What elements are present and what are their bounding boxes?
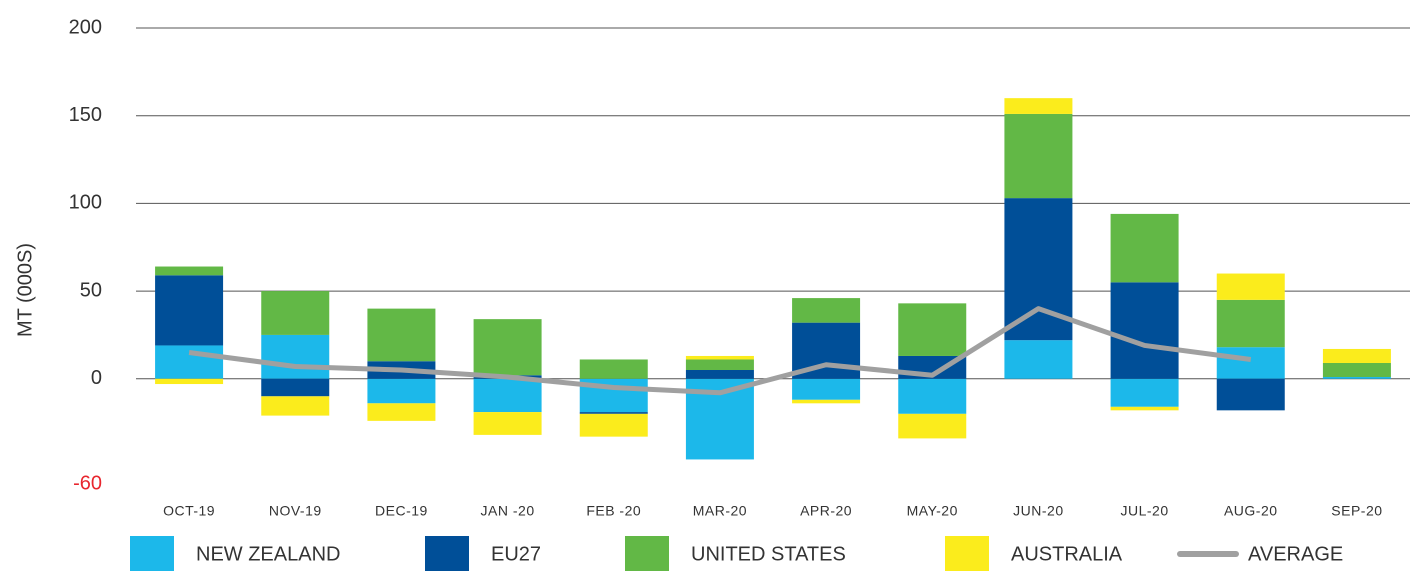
bar-segment <box>1110 282 1179 379</box>
bar-segment <box>1322 377 1391 379</box>
legend-label: UNITED STATES <box>691 543 846 565</box>
y-tick-label: 0 <box>91 367 102 389</box>
x-tick-label: AUG-20 <box>1224 503 1278 519</box>
bar-segment <box>685 359 754 370</box>
y-tick-label: 150 <box>69 104 102 126</box>
bar-segment <box>155 266 224 276</box>
x-tick-label: FEB -20 <box>586 503 641 519</box>
x-tick-label: SEP-20 <box>1331 503 1382 519</box>
bar-segment <box>473 319 542 376</box>
bar-segment <box>1004 340 1073 379</box>
legend-swatch <box>945 536 989 571</box>
bar-segment <box>1216 273 1285 300</box>
bar-segment <box>367 308 436 362</box>
y-tick-label: 100 <box>69 192 102 214</box>
bar-segment <box>1110 406 1179 411</box>
bar-segment <box>792 298 861 323</box>
y-tick-label: 200 <box>69 16 102 38</box>
legend-label: NEW ZEALAND <box>196 543 340 565</box>
legend-swatch <box>625 536 669 571</box>
bar-segment <box>1004 113 1073 199</box>
bar-segment <box>1322 362 1391 378</box>
bar-segment <box>792 378 861 400</box>
bar-segment <box>261 396 330 416</box>
bar-segment <box>898 413 967 439</box>
y-axis-label: MT (000S) <box>14 243 36 337</box>
x-tick-label: MAY-20 <box>907 503 958 519</box>
y-tick-label: -60 <box>73 472 102 494</box>
x-tick-label: MAR-20 <box>693 503 747 519</box>
bar-segment <box>1216 299 1285 348</box>
legend-swatch <box>130 536 174 571</box>
y-tick-label: 50 <box>80 279 102 301</box>
bar-segment <box>261 378 330 397</box>
bar-segment <box>155 345 224 379</box>
x-tick-label: JUL-20 <box>1121 503 1169 519</box>
x-tick-label: APR-20 <box>800 503 852 519</box>
bar-segment <box>792 399 861 404</box>
bar-segment <box>579 413 648 437</box>
average-line <box>188 306 1252 396</box>
bar-segment <box>1216 378 1285 411</box>
bar-segment <box>579 359 648 379</box>
bar-segment <box>155 378 224 385</box>
bar-segment <box>155 275 224 346</box>
x-tick-label: JAN -20 <box>481 503 535 519</box>
bar-segment <box>1110 213 1179 283</box>
bar-segment <box>1216 347 1285 379</box>
x-tick-label: OCT-19 <box>163 503 215 519</box>
bar-segment <box>473 412 542 435</box>
legend-label: EU27 <box>491 543 541 565</box>
bar-segment <box>1110 378 1179 407</box>
bar-segment <box>1322 348 1391 363</box>
bar-segment <box>898 303 967 356</box>
bar-segment <box>685 370 754 379</box>
x-tick-label: JUN-20 <box>1013 503 1063 519</box>
bar-segment <box>898 378 967 414</box>
bar-segment <box>473 378 542 413</box>
bar-segment <box>261 291 330 335</box>
bar-segment <box>685 355 754 360</box>
bar-segment <box>579 412 648 414</box>
bar-segment <box>1004 98 1073 114</box>
bar-segment <box>261 334 330 379</box>
x-tick-label: DEC-19 <box>375 503 428 519</box>
legend-label: AUSTRALIA <box>1011 543 1123 565</box>
x-tick-label: NOV-19 <box>269 503 322 519</box>
bar-segment <box>367 403 436 421</box>
bar-segment <box>367 378 436 404</box>
legend-label: AVERAGE <box>1248 543 1343 565</box>
legend-swatch <box>425 536 469 571</box>
